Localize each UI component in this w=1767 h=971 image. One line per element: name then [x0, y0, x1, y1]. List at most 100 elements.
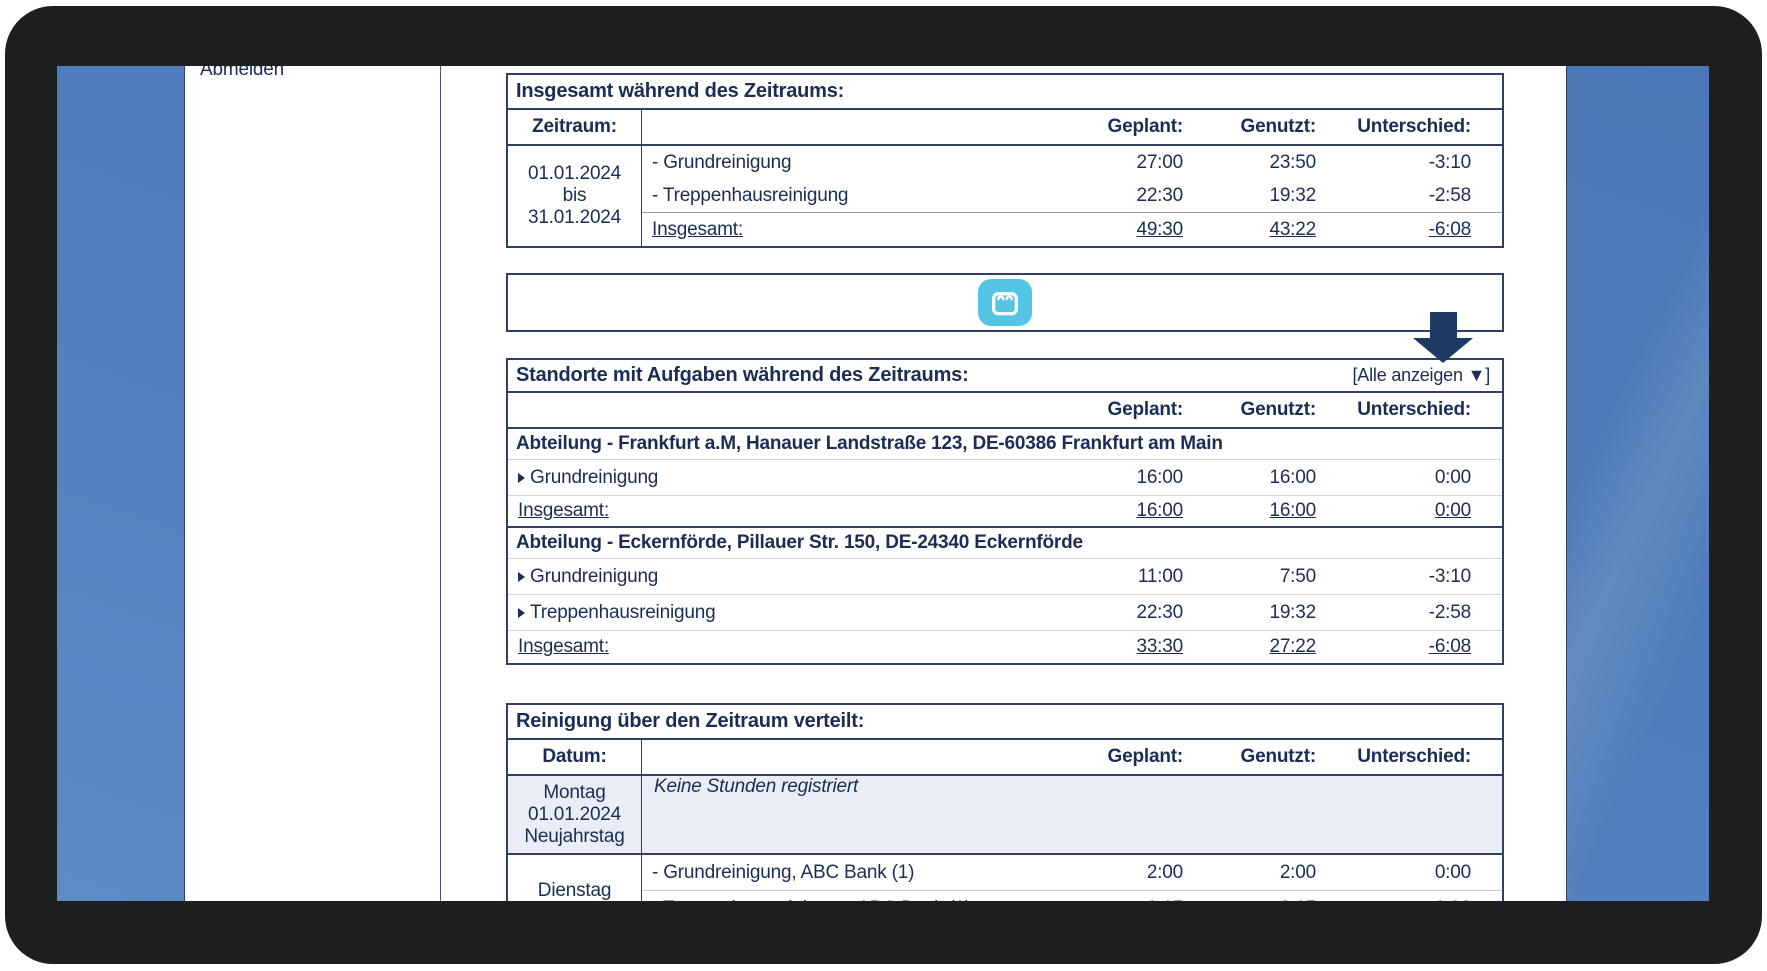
period-bis: bis: [562, 185, 587, 206]
period-end: 31.01.2024: [527, 207, 622, 228]
task-label: Grundreinigung: [530, 466, 659, 488]
schedule-table-title: Reinigung über den Zeitraum verteilt:: [508, 705, 1502, 740]
table-row: - Grundreinigung, ABC Bank (1) 2:00 2:00…: [642, 855, 1502, 891]
used-total: 16:00: [1269, 500, 1316, 521]
summary-total-row: Insgesamt: 49:30 43:22 -6:08: [642, 212, 1502, 246]
logout-link[interactable]: Abmelden: [200, 66, 284, 80]
summary-table-body: 01.01.2024 bis 31.01.2024 - Grundreinigu…: [508, 146, 1502, 246]
locations-table-titlebar: Standorte mit Aufgaben während des Zeitr…: [508, 360, 1502, 393]
used-total: 27:22: [1269, 636, 1316, 657]
used-header: Genutzt:: [1240, 116, 1317, 137]
summary-table-header: Zeitraum: Geplant: Genutzt: Unterschied:: [508, 110, 1502, 146]
calendar-box: [506, 273, 1504, 332]
used-header: Genutzt:: [1240, 746, 1317, 767]
diff-value: 0:00: [1434, 861, 1471, 883]
used-value: 7:50: [1279, 565, 1316, 587]
diff-total: 0:00: [1434, 500, 1471, 521]
expand-arrow-icon[interactable]: [518, 607, 525, 618]
expand-arrow-icon[interactable]: [518, 571, 525, 582]
diff-total: -6:08: [1428, 218, 1472, 240]
used-value: 2:00: [1279, 861, 1316, 883]
day-date: 01.01.2024: [527, 803, 622, 825]
task-label: - Grundreinigung, ABC Bank (1): [652, 861, 915, 883]
table-row: - Treppenhausreinigung 22:30 19:32 -2:58: [642, 179, 1502, 212]
used-header: Genutzt:: [1240, 399, 1317, 420]
day-row: Montag 01.01.2024 Neujahrstag Keine Stun…: [508, 776, 1502, 855]
diff-value: -2:58: [1428, 184, 1472, 206]
planned-total: 33:30: [1136, 636, 1183, 657]
used-total: 43:22: [1269, 218, 1316, 240]
planned-value: 16:00: [1136, 466, 1183, 488]
table-row: Treppenhausreinigung 22:30 19:32 -2:58: [508, 595, 1502, 631]
planned-value: 22:30: [1136, 601, 1183, 623]
planned-value: 22:30: [1136, 184, 1183, 206]
locations-table-header: Geplant: Genutzt: Unterschied:: [508, 393, 1502, 429]
calendar-icon: [992, 291, 1018, 315]
diff-header: Unterschied:: [1357, 399, 1471, 420]
used-value: 19:32: [1269, 601, 1316, 623]
planned-value: 2:00: [1146, 861, 1183, 883]
diff-value: -3:10: [1428, 151, 1472, 173]
table-row: Grundreinigung 11:00 7:50 -3:10: [508, 559, 1502, 595]
background-swoosh: [1549, 66, 1709, 901]
show-all-dropdown[interactable]: [Alle anzeigen ▼]: [1352, 365, 1491, 385]
planned-value: 2:15: [1051, 898, 1183, 901]
department-total-row: Insgesamt: 33:30 27:22 -6:08: [508, 631, 1502, 663]
period-start: 01.01.2024: [527, 163, 622, 184]
table-row: - Treppenhausreinigung, ABC Bank (1) 2:1…: [642, 891, 1502, 901]
total-label: Insgesamt:: [518, 500, 609, 521]
used-value: 16:00: [1269, 466, 1316, 488]
day-row: Dienstag - Grundreinigung, ABC Bank (1) …: [508, 855, 1502, 901]
planned-header: Geplant:: [1107, 746, 1184, 767]
locations-table-title: Standorte mit Aufgaben während des Zeitr…: [516, 364, 969, 386]
total-label: Insgesamt:: [518, 636, 609, 657]
pointer-arrow-icon: [1413, 312, 1473, 363]
used-value: 23:50: [1269, 151, 1316, 173]
table-row: - Grundreinigung 27:00 23:50 -3:10: [642, 146, 1502, 179]
planned-header: Geplant:: [1107, 116, 1184, 137]
diff-value: 0:00: [1434, 466, 1471, 488]
browser-viewport: Abmelden Insgesamt während des Zeitraums…: [57, 66, 1709, 901]
period-cell: 01.01.2024 bis 31.01.2024: [508, 146, 642, 246]
diff-total: -6:08: [1428, 636, 1472, 657]
diff-header: Unterschied:: [1357, 746, 1471, 767]
no-hours-note: Keine Stunden registriert: [654, 776, 859, 797]
diff-value: -2:58: [1428, 601, 1472, 623]
department-total-row: Insgesamt: 16:00 16:00 0:00: [508, 496, 1502, 528]
used-value: 19:32: [1269, 184, 1316, 206]
schedule-table: Reinigung über den Zeitraum verteilt: Da…: [506, 703, 1504, 901]
schedule-table-header: Datum: Geplant: Genutzt: Unterschied:: [508, 740, 1502, 776]
table-row: Grundreinigung 16:00 16:00 0:00: [508, 460, 1502, 496]
total-label: Insgesamt:: [652, 218, 743, 240]
diff-value: 0:00: [1316, 898, 1502, 901]
task-label: Treppenhausreinigung: [530, 601, 716, 623]
used-value: 2:15: [1183, 898, 1316, 901]
sidebar-divider: [440, 66, 441, 901]
diff-header: Unterschied:: [1357, 116, 1471, 137]
summary-table: Insgesamt während des Zeitraums: Zeitrau…: [506, 73, 1504, 248]
department-header: Abteilung - Eckernförde, Pillauer Str. 1…: [508, 528, 1502, 559]
planned-total: 16:00: [1136, 500, 1183, 521]
planned-header: Geplant:: [1107, 399, 1184, 420]
task-label: - Grundreinigung: [652, 151, 792, 173]
locations-table: Standorte mit Aufgaben während des Zeitr…: [506, 358, 1504, 665]
day-name: Dienstag: [537, 880, 612, 901]
date-cell: Montag 01.01.2024 Neujahrstag: [508, 776, 642, 853]
period-header: Zeitraum:: [508, 110, 642, 144]
day-name: Montag: [543, 781, 606, 803]
planned-value: 27:00: [1136, 151, 1183, 173]
expand-arrow-icon[interactable]: [518, 472, 525, 483]
device-frame: Abmelden Insgesamt während des Zeitraums…: [5, 6, 1762, 964]
department-header: Abteilung - Frankfurt a.M, Hanauer Lands…: [508, 429, 1502, 460]
task-label: - Treppenhausreinigung, ABC Bank (1): [642, 898, 1051, 901]
planned-total: 49:30: [1136, 218, 1183, 240]
task-label: - Treppenhausreinigung: [652, 184, 849, 206]
summary-table-title: Insgesamt während des Zeitraums:: [508, 75, 1502, 110]
task-label: Grundreinigung: [530, 565, 659, 587]
calendar-button[interactable]: [978, 279, 1032, 326]
planned-value: 11:00: [1137, 565, 1183, 587]
date-header: Datum:: [508, 740, 642, 774]
date-cell: Dienstag: [508, 855, 642, 901]
day-holiday: Neujahrstag: [524, 825, 625, 847]
diff-value: -3:10: [1428, 565, 1472, 587]
